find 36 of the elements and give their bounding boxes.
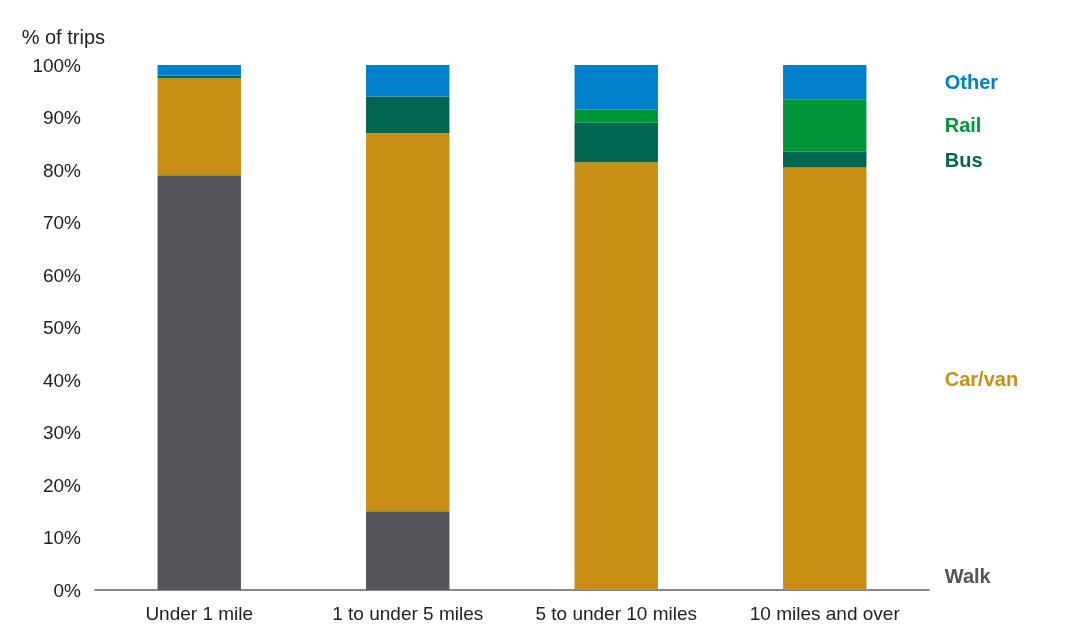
x-tick-label: Under 1 mile [145, 603, 254, 624]
bar [366, 511, 450, 590]
y-tick-label: 70% [42, 212, 82, 233]
x-tick-label: 1 to under 5 miles [332, 603, 484, 624]
x-tick-label: 10 miles and over [749, 603, 901, 624]
bar [157, 65, 241, 76]
bar [783, 167, 867, 590]
y-tick-label: 40% [42, 369, 82, 391]
text: Car/van [944, 367, 1019, 390]
x-tick-label: 5 to under 10 miles [535, 603, 698, 624]
y-tick-label: 30% [42, 422, 82, 443]
y-tick-label: 10% [42, 527, 82, 548]
bar [783, 65, 867, 100]
bar [574, 162, 658, 590]
y-axis-title: % of trips [21, 26, 105, 48]
bar [783, 99, 867, 152]
text: Other [944, 71, 999, 94]
bar [783, 151, 867, 168]
text: Bus [944, 148, 983, 171]
bar [366, 65, 450, 97]
bar [157, 175, 241, 590]
bar [157, 78, 241, 176]
y-tick-label: 0% [53, 579, 82, 601]
text: Walk [944, 565, 992, 587]
y-tick-label: 20% [42, 474, 82, 496]
y-tick-label: 90% [42, 107, 82, 128]
bar [574, 122, 658, 163]
y-tick-label: 80% [42, 159, 82, 181]
bar [366, 96, 450, 134]
bar [574, 109, 658, 123]
bar [366, 133, 450, 512]
y-tick-label: 100% [32, 54, 82, 76]
bar [574, 65, 658, 110]
text: Rail [944, 114, 982, 137]
y-tick-label: 50% [42, 317, 82, 338]
y-tick-label: 60% [42, 264, 82, 286]
